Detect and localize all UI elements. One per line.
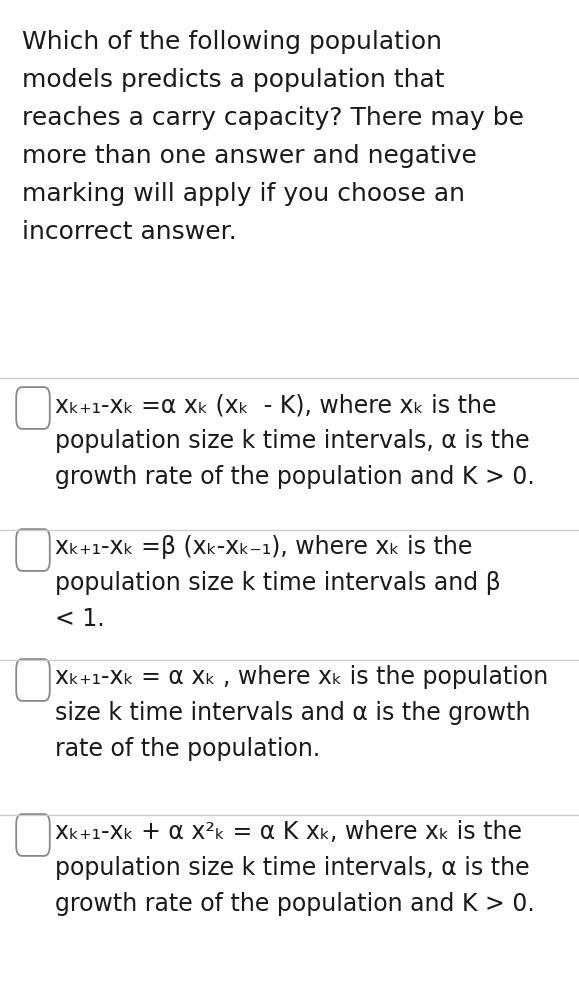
Text: reaches a carry capacity? There may be: reaches a carry capacity? There may be bbox=[22, 106, 524, 130]
Text: xₖ₊₁-xₖ =β (xₖ-xₖ₋₁), where xₖ is the: xₖ₊₁-xₖ =β (xₖ-xₖ₋₁), where xₖ is the bbox=[55, 535, 472, 559]
Text: marking will apply if you choose an: marking will apply if you choose an bbox=[22, 182, 465, 206]
Text: size k time intervals and α is the growth: size k time intervals and α is the growt… bbox=[55, 701, 530, 725]
FancyBboxPatch shape bbox=[16, 659, 50, 701]
Text: population size k time intervals and β: population size k time intervals and β bbox=[55, 571, 501, 595]
Text: growth rate of the population and K > 0.: growth rate of the population and K > 0. bbox=[55, 465, 535, 489]
Text: incorrect answer.: incorrect answer. bbox=[22, 220, 237, 244]
FancyBboxPatch shape bbox=[16, 529, 50, 571]
Text: Which of the following population: Which of the following population bbox=[22, 30, 442, 54]
Text: rate of the population.: rate of the population. bbox=[55, 737, 320, 761]
Text: growth rate of the population and K > 0.: growth rate of the population and K > 0. bbox=[55, 892, 535, 916]
Text: xₖ₊₁-xₖ = α xₖ , where xₖ is the population: xₖ₊₁-xₖ = α xₖ , where xₖ is the populat… bbox=[55, 665, 548, 689]
FancyBboxPatch shape bbox=[16, 387, 50, 429]
Text: xₖ₊₁-xₖ =α xₖ (xₖ  - K), where xₖ is the: xₖ₊₁-xₖ =α xₖ (xₖ - K), where xₖ is the bbox=[55, 393, 497, 417]
Text: xₖ₊₁-xₖ + α x²ₖ = α K xₖ, where xₖ is the: xₖ₊₁-xₖ + α x²ₖ = α K xₖ, where xₖ is th… bbox=[55, 820, 522, 844]
Text: population size k time intervals, α is the: population size k time intervals, α is t… bbox=[55, 856, 530, 880]
Text: models predicts a population that: models predicts a population that bbox=[22, 68, 445, 92]
Text: population size k time intervals, α is the: population size k time intervals, α is t… bbox=[55, 429, 530, 453]
Text: more than one answer and negative: more than one answer and negative bbox=[22, 144, 477, 168]
FancyBboxPatch shape bbox=[16, 814, 50, 855]
Text: < 1.: < 1. bbox=[55, 607, 105, 631]
